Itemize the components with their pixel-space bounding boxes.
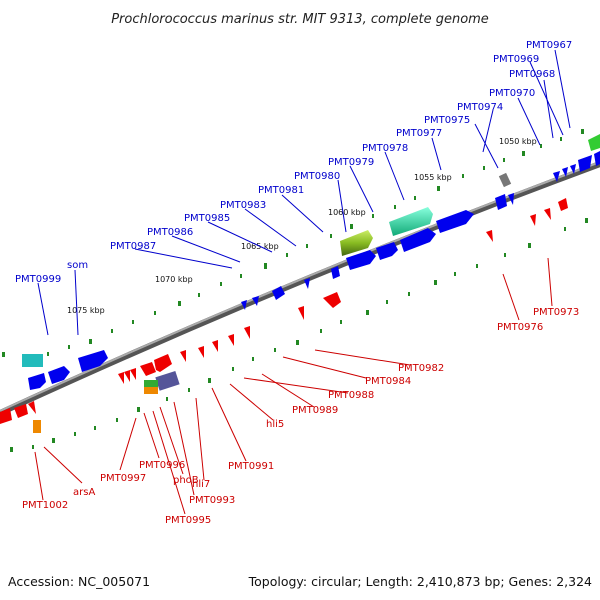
gene-label[interactable]: PMT0975 (424, 115, 470, 126)
top-gene-labels: PMT0967 PMT0969 PMT0968 PMT0970 PMT0974 … (15, 40, 572, 285)
kbp-label: 1060 kbp (328, 208, 366, 217)
gene-label[interactable]: PMT0973 (533, 307, 579, 318)
gene-label[interactable]: hli5 (266, 419, 284, 430)
gene-label[interactable]: PMT0980 (294, 171, 340, 182)
gene-label[interactable]: PMT0999 (15, 274, 61, 285)
genome-summary-text: Topology: circular; Length: 2,410,873 bp… (248, 574, 592, 589)
gene-label[interactable]: PMT0976 (497, 322, 543, 333)
kbp-label: 1050 kbp (499, 137, 537, 146)
gene-label[interactable]: PMT0968 (509, 69, 555, 80)
kbp-scale: 1050 kbp 1055 kbp 1060 kbp 1065 kbp 1070… (67, 137, 537, 315)
top-leader-lines (37, 49, 571, 336)
kbp-label: 1055 kbp (414, 173, 452, 182)
gene-label[interactable]: PMT0978 (362, 143, 408, 154)
gene-label[interactable]: PMT0991 (228, 461, 274, 472)
gene-label[interactable]: PMT0983 (220, 200, 266, 211)
gene-label[interactable]: PMT0970 (489, 88, 535, 99)
kbp-label: 1070 kbp (155, 275, 193, 284)
gene-label[interactable]: phoB (173, 475, 199, 486)
gene-label[interactable]: PMT0982 (398, 363, 444, 374)
gene-label[interactable]: PMT0981 (258, 185, 304, 196)
gene-label[interactable]: PMT0967 (526, 40, 572, 51)
gene-label[interactable]: PMT0995 (165, 515, 211, 526)
genome-backbone (0, 161, 600, 416)
gene-label[interactable]: arsA (73, 487, 95, 498)
gene-label[interactable]: PMT0985 (184, 213, 230, 224)
gene-label[interactable]: PMT0977 (396, 128, 442, 139)
gene-label[interactable]: PMT0993 (189, 495, 235, 506)
gene-label[interactable]: PMT0997 (100, 473, 146, 484)
gene-label[interactable]: PMT0988 (328, 390, 374, 401)
position-ticks (2, 129, 588, 452)
accession-text: Accession: NC_005071 (8, 574, 150, 589)
gene-label[interactable]: PMT0989 (292, 405, 338, 416)
gene-label[interactable]: PMT0984 (365, 376, 411, 387)
forward-strand-genes (22, 134, 600, 390)
gene-label[interactable]: PMT1002 (22, 500, 68, 511)
map-title: Prochlorococcus marinus str. MIT 9313, c… (111, 12, 489, 27)
gene-label[interactable]: PMT0974 (457, 102, 503, 113)
gene-label[interactable]: PMT0979 (328, 157, 374, 168)
gene-label[interactable]: som (67, 260, 88, 271)
gene-label[interactable]: PMT0986 (147, 227, 193, 238)
bottom-gene-labels: PMT0973 PMT0976 PMT0982 PMT0984 PMT0988 … (22, 307, 579, 526)
reverse-strand-genes (0, 198, 568, 433)
gene-label[interactable]: PMT0987 (110, 241, 156, 252)
gene-label[interactable]: PMT0996 (139, 460, 185, 471)
gene-label[interactable]: hli7 (192, 479, 210, 490)
bottom-leader-lines (34, 257, 553, 515)
kbp-label: 1075 kbp (67, 306, 105, 315)
gene-label[interactable]: PMT0969 (493, 54, 539, 65)
